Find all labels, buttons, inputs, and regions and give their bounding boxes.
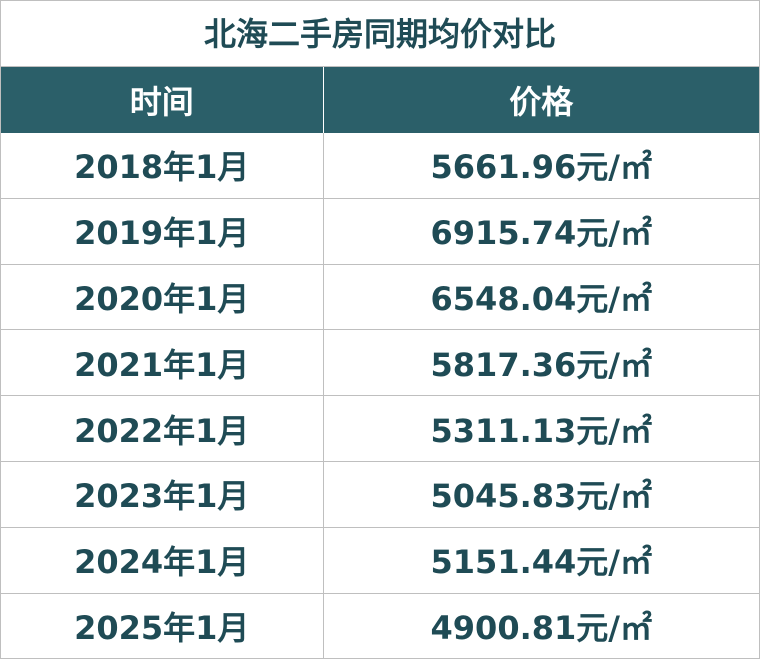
table-row: 2020年1月 6548.04元/㎡ [1, 264, 759, 331]
date-cell: 2020年1月 [1, 264, 324, 331]
table-row: 2018年1月 5661.96元/㎡ [1, 133, 759, 199]
date-cell: 2023年1月 [1, 461, 324, 528]
header-cell: 时间 [1, 67, 324, 133]
table-body: 2018年1月 5661.96元/㎡ 2019年1月 6915.74元/㎡ 2020年1… [1, 133, 759, 659]
price-cell: 6915.74元/㎡ [323, 198, 759, 265]
price-cell: 5817.36元/㎡ [323, 329, 759, 397]
price-cell: 6548.04元/㎡ [323, 264, 759, 331]
table-title: 北海二手房同期均价对比 [1, 1, 759, 67]
table-row: 2019年1月 6915.74元/㎡ [1, 198, 759, 265]
date-cell: 2019年1月 [1, 198, 324, 265]
table-header: 时间 价格 [1, 67, 759, 133]
date-cell: 2025年1月 [1, 593, 324, 659]
header-cell: 价格 [323, 67, 759, 133]
price-cell: 5045.83元/㎡ [323, 461, 759, 528]
date-cell: 2022年1月 [1, 395, 324, 462]
table-row: 2021年1月 5817.36元/㎡ [1, 329, 759, 397]
date-cell: 2024年1月 [1, 527, 324, 594]
table-row: 2022年1月 5311.13元/㎡ [1, 395, 759, 462]
price-cell: 4900.81元/㎡ [430, 608, 652, 647]
table-row: 2024年1月 5151.44元/㎡ [1, 527, 759, 594]
price-cell: 5151.44元/㎡ [323, 527, 759, 594]
table-row: 2025年1月 4900.81元/㎡ [1, 593, 759, 659]
date-cell: 2018年1月 [1, 133, 324, 199]
price-cell: 5311.13元/㎡ [323, 395, 759, 462]
date-cell: 2021年1月 [1, 329, 324, 397]
table-row: 2023年1月 5045.83元/㎡ [1, 461, 759, 528]
price-cell: 5661.96元/㎡ [323, 133, 759, 199]
header-row: 时间 价格 [1, 67, 759, 133]
price-table: 时间 价格 2018年1月 5661.96元/㎡ 2019年1月 6915.74元/㎡… [1, 67, 759, 659]
